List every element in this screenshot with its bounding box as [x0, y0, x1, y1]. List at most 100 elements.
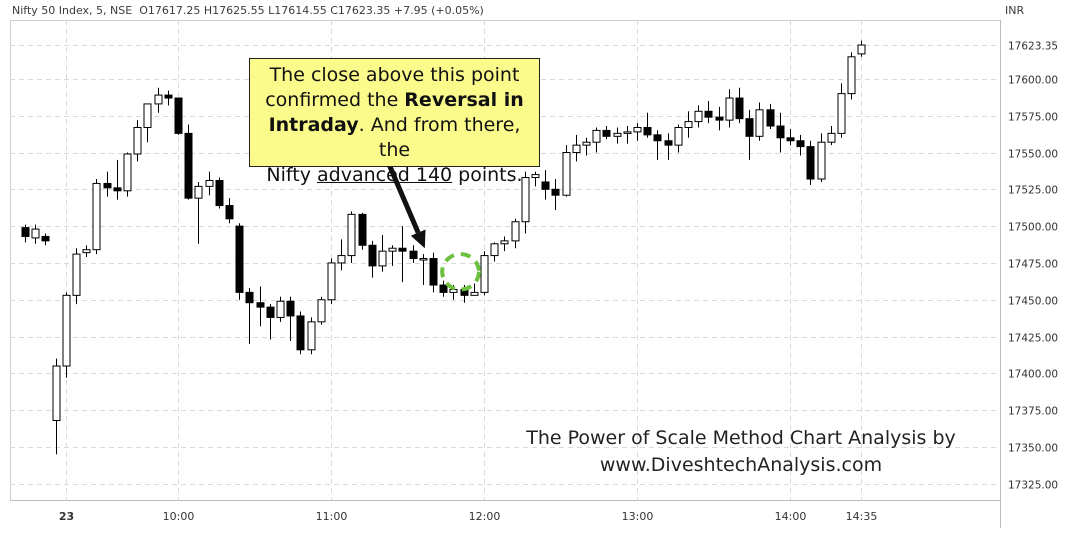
- candle-up: [388, 247, 397, 252]
- candle-up: [613, 132, 622, 137]
- candle-down: [796, 140, 805, 148]
- callout-line-3: Intraday. And from there, the: [250, 113, 539, 163]
- callout-bold-text: Reversal in: [404, 89, 524, 111]
- x-tick-label: 23: [59, 510, 74, 523]
- candle-down: [653, 134, 662, 142]
- currency-label: INR: [1005, 4, 1025, 17]
- watermark: The Power of Scale Method Chart Analysis…: [500, 425, 982, 479]
- candle-down: [256, 302, 265, 308]
- candle-up: [143, 103, 152, 128]
- callout-text: Nifty: [266, 164, 317, 186]
- callout-underline-text: advanced 140: [317, 164, 453, 186]
- candle-up: [31, 228, 40, 239]
- y-tick-label: 17325.00: [1008, 480, 1058, 492]
- candle-up: [307, 321, 316, 351]
- candle-down: [245, 291, 254, 304]
- callout-text: confirmed the: [265, 89, 405, 111]
- candle-down: [786, 137, 795, 142]
- x-tick-label: 14:00: [775, 510, 807, 523]
- candle-down: [735, 97, 744, 120]
- candle-down: [745, 118, 754, 137]
- candle-up: [837, 93, 846, 134]
- x-tick-label: 12:00: [469, 510, 501, 523]
- y-tick-label: 17475.00: [1008, 259, 1058, 271]
- candle-down: [174, 97, 183, 134]
- candle-up: [827, 132, 836, 143]
- candle-down: [766, 109, 775, 127]
- candle-down: [21, 227, 30, 237]
- watermark-line-2: www.DiveshtechAnalysis.com: [599, 454, 883, 476]
- candle-down: [806, 146, 815, 180]
- candle-down: [235, 225, 244, 293]
- symbol-label: Nifty 50 Index, 5, NSE: [12, 4, 133, 17]
- candle-down: [664, 140, 673, 146]
- x-tick-label: 10:00: [163, 510, 195, 523]
- callout-line-1: The close above this point: [269, 64, 520, 86]
- candle-up: [511, 221, 520, 242]
- candle-up: [572, 144, 581, 154]
- callout-line-2: confirmed the Reversal in: [250, 88, 539, 113]
- callout-bold-text: Intraday: [268, 114, 359, 136]
- candle-up: [52, 365, 61, 421]
- candle-down: [541, 181, 550, 190]
- candle-down: [286, 300, 295, 317]
- candle-up: [521, 177, 530, 223]
- y-tick-label: 17350.00: [1008, 443, 1058, 455]
- candle-up: [490, 243, 499, 257]
- candle-down: [409, 250, 418, 260]
- candle-up: [123, 153, 132, 192]
- candle-up: [276, 300, 285, 318]
- ohlc-values: O17617.25 H17625.55 L17614.55 C17623.35 …: [139, 4, 484, 17]
- candle-down: [184, 132, 193, 199]
- y-tick-label: 17450.00: [1008, 296, 1058, 308]
- candle-down: [643, 126, 652, 136]
- candle-down: [602, 129, 611, 137]
- candle-up: [582, 141, 591, 146]
- y-tick-label: 17600.00: [1008, 75, 1058, 87]
- y-tick-label: 17425.00: [1008, 333, 1058, 345]
- candle-down: [358, 213, 367, 246]
- candle-up: [674, 126, 683, 146]
- candle-up: [857, 44, 866, 55]
- candle-up: [347, 213, 356, 257]
- x-tick-label: 11:00: [316, 510, 348, 523]
- y-tick-label: 17500.00: [1008, 222, 1058, 234]
- highlight-circle: [440, 252, 481, 292]
- candle-up: [62, 294, 71, 367]
- candle-up: [633, 126, 642, 133]
- candle-down: [103, 182, 112, 189]
- candle-up: [337, 255, 346, 264]
- candle-up: [470, 291, 479, 296]
- candle-up: [92, 182, 101, 251]
- candle-down: [296, 315, 305, 351]
- candle-down: [429, 258, 438, 286]
- callout-box: The close above this point confirmed the…: [249, 58, 540, 186]
- y-tick-label: 17525.00: [1008, 185, 1058, 197]
- callout-text: points.: [452, 164, 523, 186]
- candle-up: [72, 253, 81, 296]
- candle-down: [551, 188, 560, 196]
- candle-down: [439, 284, 448, 293]
- candle-down: [715, 116, 724, 121]
- x-tick-label: 13:00: [622, 510, 654, 523]
- candle-up: [327, 262, 336, 301]
- annotation-arrow-head: [410, 229, 426, 249]
- candle-down: [164, 94, 173, 99]
- candle-up: [531, 174, 540, 179]
- x-tick-label: 14:35: [846, 510, 878, 523]
- candle-up: [694, 110, 703, 123]
- candle-down: [113, 187, 122, 192]
- candle-up: [378, 250, 387, 267]
- candle-up: [205, 179, 214, 187]
- candle-up: [684, 121, 693, 128]
- candle-up: [817, 141, 826, 180]
- y-tick-label: 17375.00: [1008, 406, 1058, 418]
- y-tick-label: 17400.00: [1008, 369, 1058, 381]
- y-tick-label: 17623.35: [1008, 41, 1058, 53]
- y-tick-label: 17550.00: [1008, 149, 1058, 161]
- candle-up: [480, 255, 489, 293]
- y-tick-label: 17575.00: [1008, 112, 1058, 124]
- candle-up: [592, 129, 601, 143]
- candle-down: [398, 247, 407, 252]
